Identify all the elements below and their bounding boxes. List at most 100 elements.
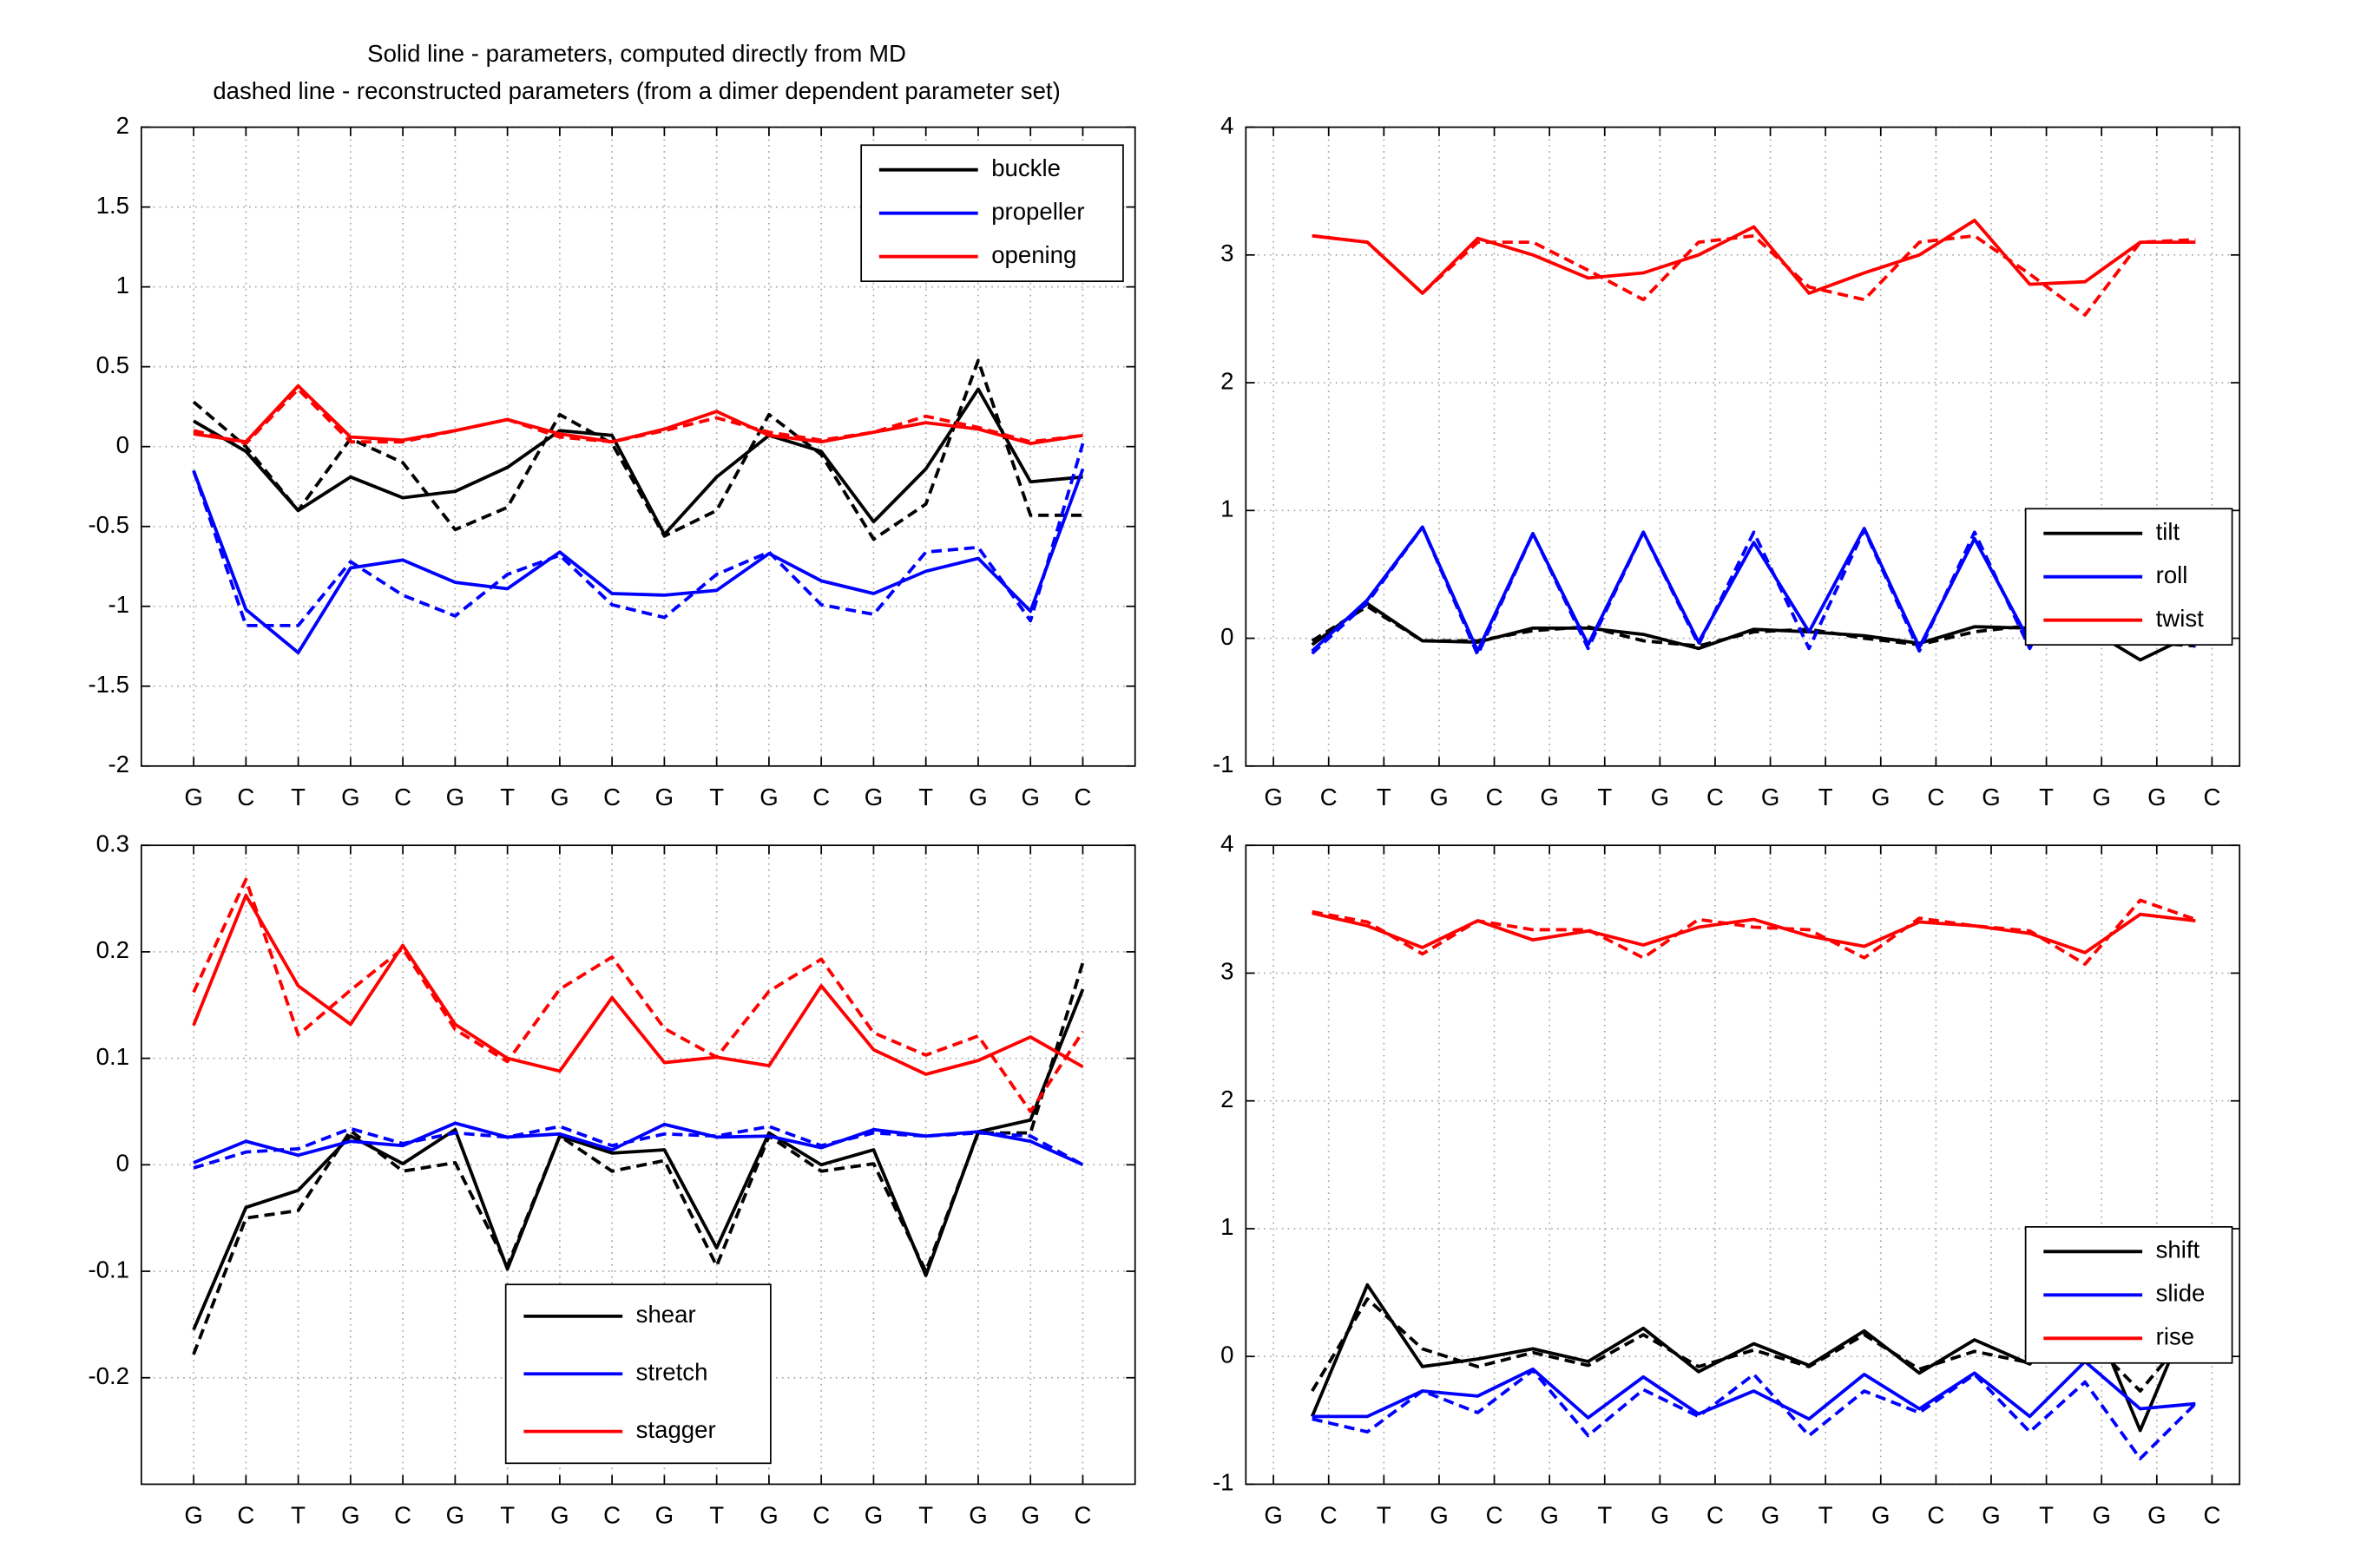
x-tick-label: G — [1264, 784, 1282, 810]
x-tick-label: T — [500, 784, 515, 810]
x-tick-label: T — [1377, 1502, 1391, 1529]
x-tick-label: T — [709, 784, 724, 810]
legend: shear stretch stagger — [504, 1283, 772, 1465]
x-tick-label: C — [1486, 1502, 1503, 1529]
solid-line — [1312, 911, 2196, 955]
axes-frame — [1245, 844, 2241, 1486]
x-tick-label: C — [1320, 1502, 1338, 1529]
x-tick-label: G — [1430, 784, 1448, 810]
title-line: Solid line - parameters, computed direct… — [367, 40, 906, 67]
x-tick-label: C — [394, 1502, 411, 1529]
y-tick-label: -1.5 — [89, 671, 130, 698]
subplot: G C T G C G T G C G T G C G T G G C 2 1.5 1 0.5 0 -0.5 -1 -1.5 -2 b… — [89, 112, 1136, 810]
y-tick-label: 1 — [1220, 1213, 1233, 1240]
x-tick-label: T — [1818, 1502, 1833, 1529]
subplot: G C T G C G T G C G T G C G T G G C 0.3 0.2 0.1 0 -0.1 -0.2 shea… — [89, 830, 1136, 1529]
x-tick-label: G — [1871, 1502, 1890, 1529]
y-tick-label: 0 — [1220, 623, 1233, 650]
x-tick-label: G — [865, 784, 883, 810]
solid-line — [192, 893, 1084, 1076]
x-tick-label: G — [1761, 784, 1779, 810]
solid-line — [1312, 1360, 2196, 1421]
y-tick-label: 0 — [1220, 1341, 1233, 1368]
x-tick-label: G — [865, 1502, 883, 1529]
x-tick-label: G — [341, 1502, 359, 1529]
x-tick-label: T — [291, 1502, 306, 1529]
x-tick-label: G — [1982, 1502, 2000, 1529]
solid-line — [192, 468, 1085, 655]
y-tick-label: -0.1 — [89, 1256, 130, 1283]
x-tick-label: C — [812, 784, 830, 810]
x-tick-label: G — [446, 784, 464, 810]
subplot: G C T G C G T G C G T G C G T G G C 4 3 2 1 0 -1 tilt roll twist — [1213, 112, 2241, 810]
x-tick-label: C — [237, 784, 254, 810]
y-tick-label: 0.2 — [96, 936, 129, 963]
x-tick-label: C — [1320, 784, 1338, 810]
y-tick-label: -0.2 — [89, 1362, 130, 1389]
y-tick-label: 4 — [1220, 112, 1233, 139]
axes-frame — [140, 126, 1136, 767]
legend-label: slide — [2156, 1280, 2206, 1307]
x-tick-label: G — [1021, 784, 1039, 810]
legend-label: twist — [2156, 605, 2204, 632]
x-tick-label: T — [2039, 784, 2054, 810]
x-tick-label: G — [2147, 1502, 2166, 1529]
dashed-line — [192, 877, 1085, 1113]
y-tick-label: 3 — [1220, 958, 1233, 985]
x-tick-label: T — [918, 784, 933, 810]
dashed-line — [1311, 525, 2197, 657]
legend-label: stretch — [636, 1359, 708, 1386]
x-tick-label: C — [1075, 1502, 1092, 1529]
y-tick-label: -2 — [108, 751, 130, 777]
solid-line — [193, 387, 1083, 536]
x-tick-label: T — [1818, 784, 1833, 810]
x-tick-label: G — [184, 1502, 202, 1529]
legend-label: stagger — [636, 1416, 716, 1443]
y-tick-label: 0 — [116, 1150, 129, 1177]
x-tick-label: G — [1651, 1502, 1669, 1529]
axes-frame — [140, 844, 1136, 1486]
x-tick-label: T — [2039, 1502, 2054, 1529]
y-tick-label: 2 — [1220, 1086, 1233, 1112]
x-tick-label: G — [2147, 784, 2166, 810]
x-tick-label: C — [1927, 784, 1944, 810]
y-tick-label: -0.5 — [89, 511, 130, 538]
y-tick-label: 3 — [1220, 239, 1233, 266]
x-tick-label: G — [969, 784, 987, 810]
x-tick-label: G — [1540, 1502, 1558, 1529]
x-tick-label: C — [2203, 784, 2220, 810]
x-tick-label: G — [759, 784, 778, 810]
legend: buckle propeller opening — [860, 144, 1124, 283]
x-tick-label: G — [184, 784, 202, 810]
dashed-line — [192, 443, 1085, 627]
y-tick-label: -1 — [108, 591, 130, 618]
x-tick-label: T — [1377, 784, 1391, 810]
y-tick-label: 2 — [1220, 367, 1233, 394]
x-tick-label: G — [1264, 1502, 1282, 1529]
legend-label: rise — [2156, 1323, 2194, 1350]
legend-label: shift — [2156, 1237, 2200, 1263]
x-tick-label: T — [709, 1502, 724, 1529]
x-tick-label: T — [918, 1502, 933, 1529]
y-tick-label: 0.3 — [96, 830, 129, 856]
y-tick-label: 1 — [1220, 495, 1233, 522]
x-tick-label: G — [1871, 784, 1890, 810]
y-tick-label: 0 — [116, 431, 129, 458]
solid-line — [1312, 219, 2196, 295]
y-tick-label: -1 — [1213, 751, 1234, 777]
legend: shift slide rise — [2024, 1226, 2233, 1364]
x-tick-label: C — [1706, 1502, 1724, 1529]
solid-line — [193, 1121, 1084, 1167]
dashed-line — [1312, 1368, 2197, 1460]
x-tick-label: G — [2092, 784, 2110, 810]
legend-label: buckle — [991, 154, 1061, 181]
x-tick-label: C — [603, 1502, 621, 1529]
axes-frame — [1245, 126, 2241, 767]
legend-label: tilt — [2156, 518, 2180, 545]
dashed-line — [1312, 233, 2196, 317]
y-tick-label: -1 — [1213, 1469, 1234, 1496]
x-tick-label: C — [1486, 784, 1503, 810]
x-tick-label: C — [603, 784, 621, 810]
legend-label: shear — [636, 1301, 696, 1328]
